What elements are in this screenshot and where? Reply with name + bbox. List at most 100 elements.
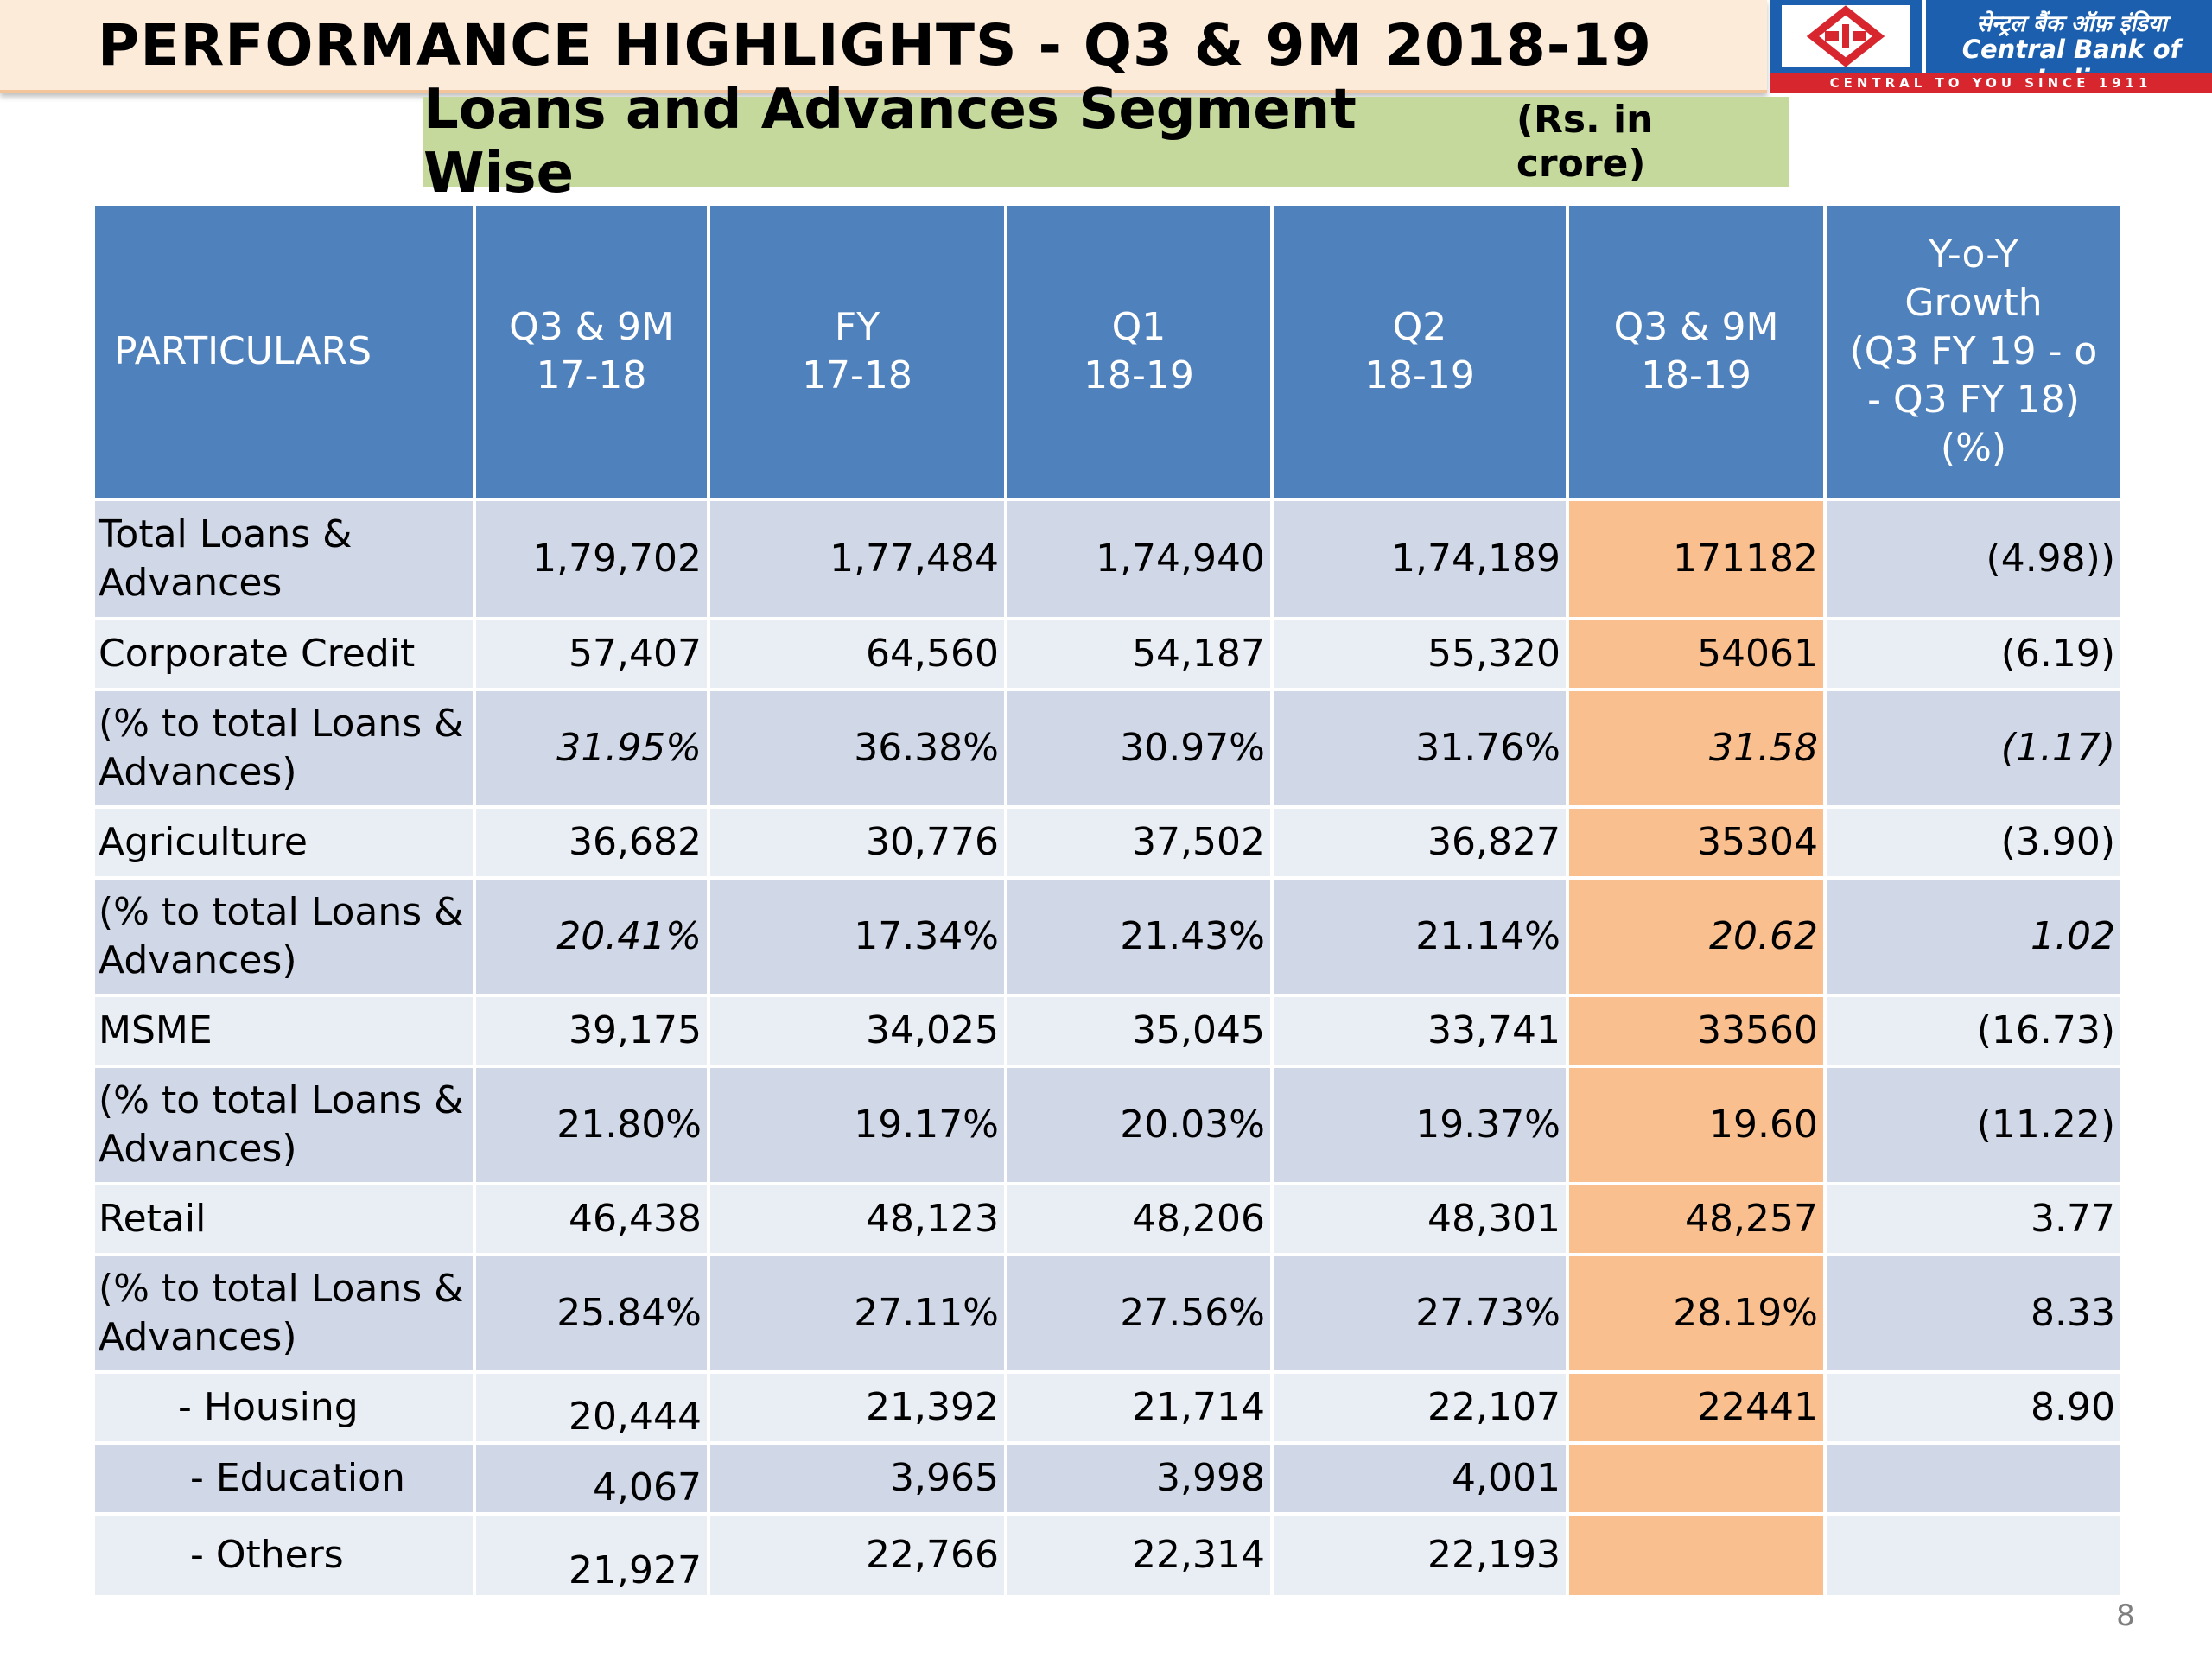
row-label: - Education bbox=[92, 1441, 476, 1516]
table-cell: 33,741 bbox=[1270, 994, 1569, 1068]
header-q2-18-19: Q2 18-19 bbox=[1270, 202, 1569, 501]
table-row: Retail 46,438 48,123 48,206 48,301 48,25… bbox=[92, 1182, 2124, 1256]
table-cell: 39,175 bbox=[473, 994, 710, 1068]
table-cell: 27.11% bbox=[707, 1253, 1007, 1374]
table-row: (% to total Loans & Advances) 21.80% 19.1… bbox=[92, 1065, 2124, 1185]
table-cell: 31.76% bbox=[1270, 688, 1569, 809]
header-particulars: PARTICULARS bbox=[92, 202, 476, 501]
table-cell: (6.19) bbox=[1823, 617, 2124, 691]
table-row: - Housing 20,444 21,392 21,714 22,107 22… bbox=[92, 1370, 2124, 1445]
header-q1-18-19: Q1 18-19 bbox=[1004, 202, 1274, 501]
table-cell: 19.37% bbox=[1270, 1065, 1569, 1185]
table-row: (% to total Loans & Advances) 25.84% 27.1… bbox=[92, 1253, 2124, 1374]
table-cell-highlight: 48,257 bbox=[1566, 1182, 1827, 1256]
table-row: Total Loans & Advances 1,79,702 1,77,484 … bbox=[92, 498, 2124, 620]
table-cell: 20,444 bbox=[473, 1370, 710, 1445]
table-cell: 46,438 bbox=[473, 1182, 710, 1256]
table-cell: 8.90 bbox=[1823, 1370, 2124, 1445]
table-cell: 30,776 bbox=[707, 805, 1007, 880]
row-label: (% to total Loans & Advances) bbox=[92, 1253, 476, 1374]
table-cell: 48,206 bbox=[1004, 1182, 1274, 1256]
table-row: (% to total Loans & Advances) 20.41% 17.3… bbox=[92, 876, 2124, 997]
table-cell-highlight: 31.58 bbox=[1566, 688, 1827, 809]
table-row: - Education 4,067 3,965 3,998 4,001 bbox=[92, 1441, 2124, 1516]
table-cell-highlight: 54061 bbox=[1566, 617, 1827, 691]
table-cell: 4,001 bbox=[1270, 1441, 1569, 1516]
table-row: (% to total Loans & Advances) 31.95% 36.3… bbox=[92, 688, 2124, 809]
table-cell-highlight: 20.62 bbox=[1566, 876, 1827, 997]
table-cell: 54,187 bbox=[1004, 617, 1274, 691]
header-q3-9m-18-19: Q3 & 9M 18-19 bbox=[1566, 202, 1827, 501]
table-cell: (11.22) bbox=[1823, 1065, 2124, 1185]
header-q3-9m-17-18: Q3 & 9M 17-18 bbox=[473, 202, 710, 501]
table-cell: 22,193 bbox=[1270, 1512, 1569, 1599]
row-label: Agriculture bbox=[92, 805, 476, 880]
table-cell: 27.73% bbox=[1270, 1253, 1569, 1374]
table-cell: 31.95% bbox=[473, 688, 710, 809]
table-cell: 21.43% bbox=[1004, 876, 1274, 997]
row-label: (% to total Loans & Advances) bbox=[92, 876, 476, 997]
row-label: Total Loans & Advances bbox=[92, 498, 476, 620]
table-cell: 1,77,484 bbox=[707, 498, 1007, 620]
table-cell: 21.80% bbox=[473, 1065, 710, 1185]
table-cell: 1,74,189 bbox=[1270, 498, 1569, 620]
table-cell: 8.33 bbox=[1823, 1253, 2124, 1374]
table-cell: 1,79,702 bbox=[473, 498, 710, 620]
table-cell: 21,927 bbox=[473, 1512, 710, 1599]
table-cell-highlight: 35304 bbox=[1566, 805, 1827, 880]
subtitle-unit: (Rs. in crore) bbox=[1516, 98, 1654, 186]
table-cell: 22,314 bbox=[1004, 1512, 1274, 1599]
loans-table: PARTICULARS Q3 & 9M 17-18 FY 17-18 Q1 18-19… bbox=[92, 202, 2124, 1599]
header-fy-17-18: FY 17-18 bbox=[707, 202, 1007, 501]
table-cell: 36,827 bbox=[1270, 805, 1569, 880]
table-cell: 17.34% bbox=[707, 876, 1007, 997]
table-cell: 36,682 bbox=[473, 805, 710, 880]
row-label: Retail bbox=[92, 1182, 476, 1256]
table-row: Corporate Credit 57,407 64,560 54,187 55… bbox=[92, 617, 2124, 691]
table-cell bbox=[1823, 1441, 2124, 1516]
table-cell: 20.03% bbox=[1004, 1065, 1274, 1185]
table-cell-highlight: 19.60 bbox=[1566, 1065, 1827, 1185]
table-cell-highlight: 171182 bbox=[1566, 498, 1827, 620]
table-cell: 22,107 bbox=[1270, 1370, 1569, 1445]
row-label: Corporate Credit bbox=[92, 617, 476, 691]
table-row: - Others 21,927 22,766 22,314 22,193 bbox=[92, 1512, 2124, 1599]
table-cell: 21.14% bbox=[1270, 876, 1569, 997]
table-cell: (16.73) bbox=[1823, 994, 2124, 1068]
table-cell: 30.97% bbox=[1004, 688, 1274, 809]
table-cell: 25.84% bbox=[473, 1253, 710, 1374]
table-cell: 22,766 bbox=[707, 1512, 1007, 1599]
table-row: MSME 39,175 34,025 35,045 33,741 33560 (… bbox=[92, 994, 2124, 1068]
table-cell: 64,560 bbox=[707, 617, 1007, 691]
table-cell: 3,998 bbox=[1004, 1441, 1274, 1516]
table-cell: 21,392 bbox=[707, 1370, 1007, 1445]
row-label: (% to total Loans & Advances) bbox=[92, 1065, 476, 1185]
table-cell: 1,74,940 bbox=[1004, 498, 1274, 620]
bank-emblem-icon bbox=[1782, 5, 1910, 67]
bank-logo: सेन्ट्रल बैंक ऑफ़ इंडिया Central Bank of… bbox=[1770, 0, 2212, 93]
table-cell: 21,714 bbox=[1004, 1370, 1274, 1445]
table-cell-highlight bbox=[1566, 1512, 1827, 1599]
table-cell: 3.77 bbox=[1823, 1182, 2124, 1256]
table-cell: 27.56% bbox=[1004, 1253, 1274, 1374]
table-cell: (4.98)) bbox=[1823, 498, 2124, 620]
logo-separator bbox=[1922, 0, 1926, 73]
logo-tagline: CENTRAL TO YOU SINCE 1911 bbox=[1770, 73, 2212, 93]
subtitle-main: Loans and Advances Segment Wise bbox=[423, 78, 1357, 206]
table-cell-highlight: 28.19% bbox=[1566, 1253, 1827, 1374]
table-cell: 57,407 bbox=[473, 617, 710, 691]
table-cell: 48,123 bbox=[707, 1182, 1007, 1256]
row-label: - Housing bbox=[92, 1370, 476, 1445]
table-cell: 20.41% bbox=[473, 876, 710, 997]
table-header-row: PARTICULARS Q3 & 9M 17-18 FY 17-18 Q1 18-19… bbox=[92, 202, 2124, 501]
logo-hindi-name: सेन्ट्रल बैंक ऑफ़ इंडिया bbox=[1976, 11, 2167, 37]
header-banner: PERFORMANCE HIGHLIGHTS - Q3 & 9M 2018-19 bbox=[0, 0, 1767, 93]
table-cell: 35,045 bbox=[1004, 994, 1274, 1068]
table-row: Agriculture 36,682 30,776 37,502 36,827 … bbox=[92, 805, 2124, 880]
table-cell: 4,067 bbox=[473, 1441, 710, 1516]
table-cell: 3,965 bbox=[707, 1441, 1007, 1516]
row-label: - Others bbox=[92, 1512, 476, 1599]
page-title: PERFORMANCE HIGHLIGHTS - Q3 & 9M 2018-19 bbox=[98, 11, 1652, 79]
table-cell bbox=[1823, 1512, 2124, 1599]
header-yoy-growth: Y-o-Y Growth (Q3 FY 19 - o- Q3 FY 18) (%) bbox=[1823, 202, 2124, 501]
